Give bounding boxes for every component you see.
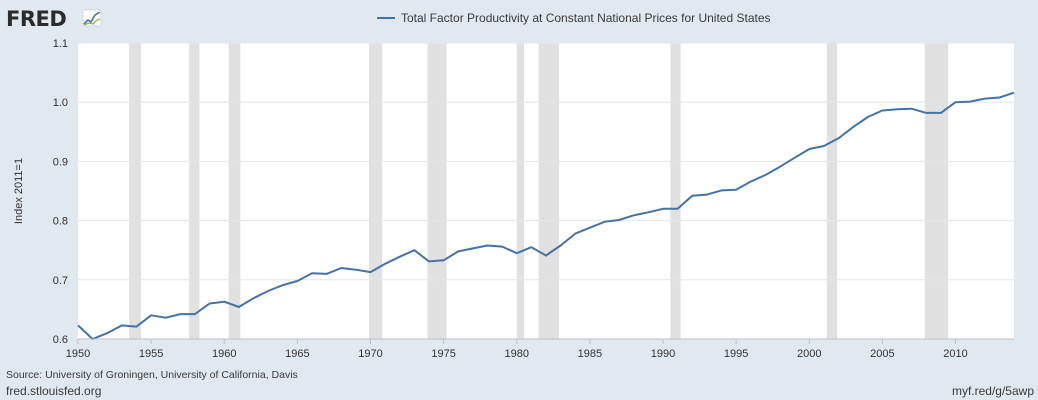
x-tick-label: 1970 xyxy=(358,348,382,360)
x-tick-label: 1955 xyxy=(139,348,163,360)
recession-band xyxy=(228,43,241,339)
series-line xyxy=(77,91,1015,340)
recession-band xyxy=(189,43,200,339)
site-link[interactable]: fred.stlouisfed.org xyxy=(6,384,101,398)
y-axis-title: Index 2011=1 xyxy=(13,158,25,224)
y-tick-label: 0.7 xyxy=(53,275,68,287)
recession-band xyxy=(538,43,560,339)
fred-logo-text: FRED xyxy=(6,7,66,31)
x-tick-label: 1995 xyxy=(724,348,748,360)
recession-band xyxy=(924,43,949,339)
fred-logo-icon xyxy=(82,9,102,27)
x-tick-label: 2000 xyxy=(797,348,821,360)
x-tick-label: 1960 xyxy=(212,348,236,360)
recession-bands xyxy=(129,43,949,339)
x-tick-label: 1975 xyxy=(431,348,455,360)
y-tick-label: 0.8 xyxy=(53,216,68,228)
x-tick-label: 1980 xyxy=(505,348,529,360)
x-axis: 1950 1955 1960 1965 1970 1975 1980 1985 1990 1995… xyxy=(66,338,1014,360)
recession-band xyxy=(826,43,838,339)
x-tick-label: 1990 xyxy=(651,348,675,360)
source-note: Source: University of Groningen, Univers… xyxy=(6,369,298,381)
y-tick-label: 1.0 xyxy=(53,97,68,109)
recession-band xyxy=(427,43,447,339)
y-tick-label: 0.9 xyxy=(53,156,68,168)
x-tick-label: 1950 xyxy=(66,348,90,360)
fred-logo[interactable]: FRED xyxy=(6,7,102,31)
recession-band xyxy=(516,43,525,339)
recession-band xyxy=(670,43,681,339)
recession-band xyxy=(369,43,383,339)
legend-label: Total Factor Productivity at Constant Na… xyxy=(401,11,771,25)
recession-band xyxy=(129,43,141,339)
x-tick-label: 2005 xyxy=(870,348,894,360)
legend: Total Factor Productivity at Constant Na… xyxy=(377,11,771,25)
y-tick-label: 1.1 xyxy=(53,38,68,50)
x-tick-label: 2010 xyxy=(943,348,967,360)
y-axis: 0.6 0.7 0.8 0.9 1.0 1.1 xyxy=(53,38,68,346)
series-layer xyxy=(77,91,1015,340)
short-link[interactable]: myf.red/g/5awp xyxy=(952,384,1034,398)
x-tick-label: 1985 xyxy=(578,348,602,360)
y-tick-label: 0.6 xyxy=(53,334,68,346)
x-tick-label: 1965 xyxy=(285,348,309,360)
